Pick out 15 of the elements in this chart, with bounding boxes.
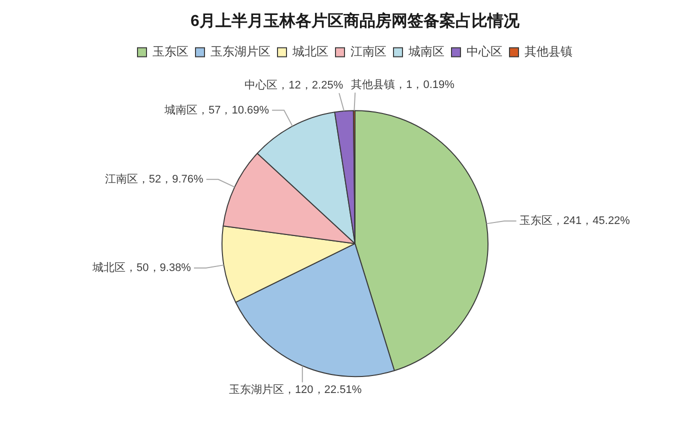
- legend-label: 城南区: [408, 44, 444, 59]
- data-label: 城南区，57，10.69%: [163, 103, 270, 116]
- data-label: 城北区，50，9.38%: [92, 261, 192, 274]
- legend-label: 玉东区: [152, 44, 188, 59]
- data-label: 江南区，52，9.76%: [104, 172, 204, 186]
- data-label: 其他县镇，1，0.19%: [351, 78, 455, 92]
- legend-label: 其他县镇: [524, 44, 572, 59]
- legend-label: 城北区: [292, 44, 328, 59]
- legend-label: 江南区: [350, 44, 386, 59]
- chart-title: 6月上半月玉林各片区商品房网签备案占比情况: [190, 11, 520, 30]
- data-label: 中心区，12，2.25%: [244, 78, 344, 92]
- legend-label: 中心区: [466, 44, 502, 59]
- legend-label: 玉东湖片区: [210, 44, 270, 59]
- data-label: 玉东湖片区，120，22.51%: [228, 382, 362, 396]
- data-label: 玉东区，241，45.22%: [519, 214, 630, 228]
